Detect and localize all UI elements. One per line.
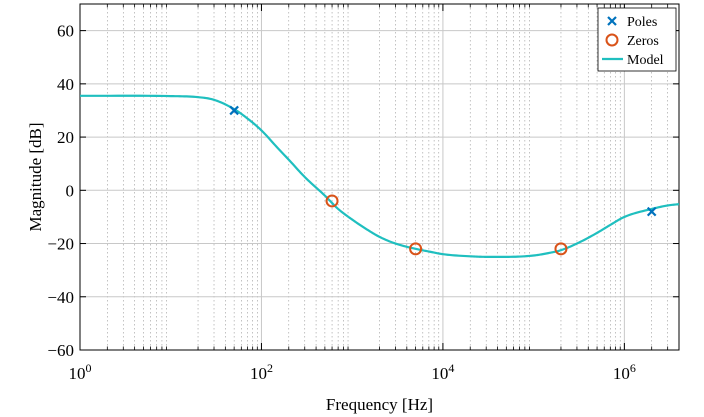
zero-marker: [554, 242, 568, 256]
minor-grid: [107, 4, 668, 350]
y-axis-label: Magnitude [dB]: [26, 122, 45, 231]
y-tick-label: 60: [57, 22, 74, 41]
legend: Poles Zeros Model: [597, 7, 677, 72]
y-tick-label: 20: [57, 128, 74, 147]
zeros-markers: [325, 194, 568, 256]
pole-marker: [229, 105, 239, 116]
legend-entry-model: Model: [602, 53, 664, 68]
x-tick-labels: 100 102 104 106: [69, 361, 636, 383]
zero-marker: [325, 194, 339, 208]
legend-entry-poles: Poles: [607, 15, 657, 30]
y-tick-label: −40: [47, 288, 74, 307]
y-tick-labels: −60 −40 −20 0 20 40 60: [47, 22, 74, 360]
legend-entry-zeros: Zeros: [605, 33, 659, 49]
x-tick-label: 104: [431, 361, 454, 383]
y-tick-label: −60: [47, 341, 74, 360]
x-axis-label: Frequency [Hz]: [326, 395, 433, 414]
pole-marker-stroke: [646, 206, 657, 217]
legend-label: Poles: [627, 15, 657, 30]
legend-label: Zeros: [627, 34, 659, 49]
x-tick-label: 102: [250, 361, 273, 383]
axis-ticks: [79, 4, 679, 351]
legend-pole-symbol: [607, 16, 617, 26]
zero-marker: [409, 242, 423, 256]
y-tick-label: 0: [66, 181, 75, 200]
legend-label: Model: [627, 53, 664, 68]
pole-marker: [646, 206, 657, 217]
legend-zero-symbol: [605, 33, 619, 47]
x-tick-label: 100: [69, 361, 92, 383]
x-tick-label: 106: [613, 361, 636, 383]
y-tick-label: −20: [47, 235, 74, 254]
pole-marker-stroke: [229, 105, 239, 116]
y-tick-label: 40: [57, 75, 74, 94]
model-line: [79, 94, 680, 258]
poles-markers: [229, 105, 657, 217]
